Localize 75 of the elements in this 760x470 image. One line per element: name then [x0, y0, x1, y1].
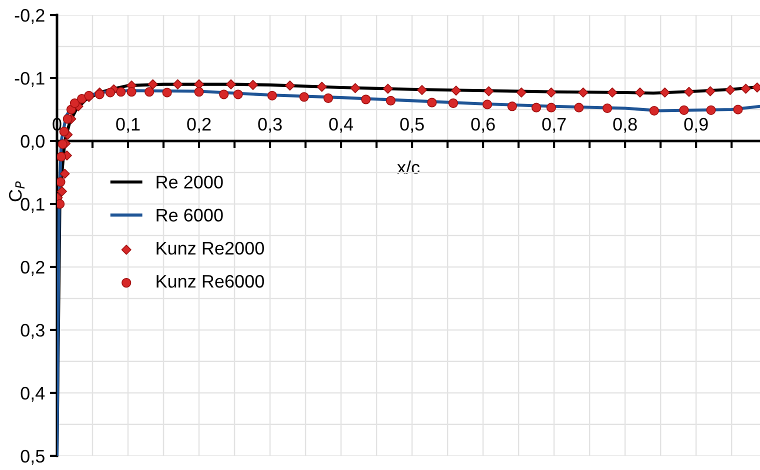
- point: [733, 104, 743, 114]
- point: [226, 79, 236, 90]
- point: [386, 96, 396, 106]
- point: [70, 98, 80, 108]
- point: [516, 87, 526, 98]
- y-tick-label: -0,1: [14, 72, 44, 87]
- y-tick-label: 0,5: [20, 450, 44, 465]
- point: [705, 86, 716, 96]
- x-tick-label: 0,5: [400, 118, 424, 133]
- point: [162, 88, 172, 98]
- x-tick-label: 0,1: [116, 118, 140, 133]
- x-tick-label: 0,7: [542, 118, 566, 133]
- x-tick-label: 0,4: [329, 118, 354, 133]
- point: [57, 177, 66, 187]
- x-tick-label: 0,6: [471, 118, 495, 133]
- point: [267, 90, 277, 100]
- point: [323, 93, 334, 103]
- y-tick-label: 0,3: [20, 324, 44, 339]
- point: [316, 82, 327, 92]
- point: [57, 152, 66, 162]
- point: [684, 86, 694, 97]
- legend-label: Kunz Re6000: [156, 274, 264, 288]
- point: [416, 84, 428, 96]
- point: [660, 87, 670, 98]
- point: [448, 98, 458, 108]
- point: [60, 168, 70, 179]
- point: [546, 87, 556, 98]
- y-tick-label: 0,1: [20, 198, 44, 213]
- point: [532, 102, 542, 112]
- point: [740, 84, 751, 94]
- legend-label: Re 6000: [156, 208, 223, 222]
- point: [361, 94, 371, 104]
- x-tick-label: 0,9: [684, 118, 708, 133]
- point: [725, 84, 736, 96]
- y-tick-label: -0,2: [14, 8, 44, 24]
- x-tick-label: 0,3: [258, 118, 282, 133]
- point: [233, 90, 243, 100]
- x-tick-label: 0,8: [613, 118, 637, 133]
- point: [248, 80, 258, 90]
- point: [284, 80, 295, 91]
- point: [172, 79, 183, 90]
- point: [546, 102, 556, 112]
- point: [706, 105, 716, 115]
- legend-label: Re 2000: [156, 176, 223, 188]
- point: [350, 83, 360, 94]
- point: [451, 86, 462, 96]
- y-tick-label: 0,0: [20, 134, 44, 150]
- point: [299, 92, 309, 102]
- point: [634, 87, 646, 98]
- point: [574, 102, 584, 112]
- point: [144, 87, 154, 97]
- point: [427, 98, 437, 108]
- x-tick-label: 0,2: [187, 118, 211, 133]
- point: [148, 79, 158, 90]
- point: [105, 88, 116, 98]
- point: [679, 105, 689, 115]
- point: [62, 114, 72, 124]
- point: [482, 100, 492, 110]
- point: [607, 87, 618, 98]
- point: [507, 102, 517, 112]
- point: [77, 94, 87, 104]
- point: [382, 84, 393, 94]
- point: [649, 106, 660, 116]
- point: [116, 87, 126, 97]
- legend-label: Kunz Re2000: [156, 242, 264, 255]
- point: [602, 103, 612, 114]
- point: [94, 90, 104, 100]
- point: [126, 87, 136, 97]
- point: [484, 86, 494, 96]
- point: [194, 87, 204, 97]
- y-tick-label: 0,4: [20, 386, 45, 402]
- point: [57, 186, 67, 196]
- y-tick-label: 0,2: [20, 260, 44, 276]
- point: [578, 87, 588, 98]
- point: [219, 90, 229, 100]
